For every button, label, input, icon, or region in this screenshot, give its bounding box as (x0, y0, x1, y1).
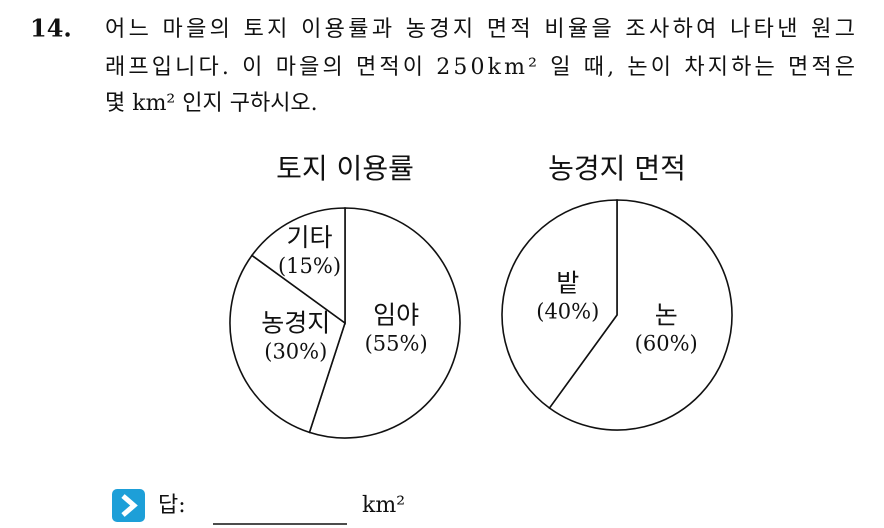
question-line: 래프입니다. 이 마을의 면적이 250km² 일 때, 논이 차지하는 면적은 (105, 55, 855, 80)
question-line: 몇 km² 인지 구하시오. (105, 91, 318, 116)
pie-slice (229, 254, 346, 434)
slice-value-label: (30%) (264, 339, 327, 363)
slice-value-label: (40%) (536, 300, 599, 324)
question-number: 14. (30, 14, 72, 43)
slice-label: 밭 (556, 269, 579, 298)
question-line: 어느 마을의 토지 이용률과 농경지 면적 비율을 조사하여 나타낸 원그 (105, 17, 855, 42)
pie-slice (308, 207, 461, 439)
answer-icon (112, 489, 145, 522)
answer-label: 답: (158, 493, 186, 518)
pie-slice (250, 207, 346, 325)
slice-label: 논 (655, 300, 678, 329)
answer-unit: km² (362, 493, 405, 518)
slice-label: 임야 (373, 301, 419, 330)
chart-title: 농경지 면적 (548, 152, 686, 185)
pie-slice (501, 199, 618, 410)
slice-value-label: (15%) (278, 254, 341, 278)
slice-label: 기타 (286, 223, 332, 252)
slice-value-label: (60%) (635, 331, 698, 355)
slice-label: 농경지 (261, 308, 330, 337)
pie-slice (548, 199, 733, 431)
chart-title: 토지 이용률 (276, 152, 414, 185)
slice-value-label: (55%) (365, 332, 428, 356)
